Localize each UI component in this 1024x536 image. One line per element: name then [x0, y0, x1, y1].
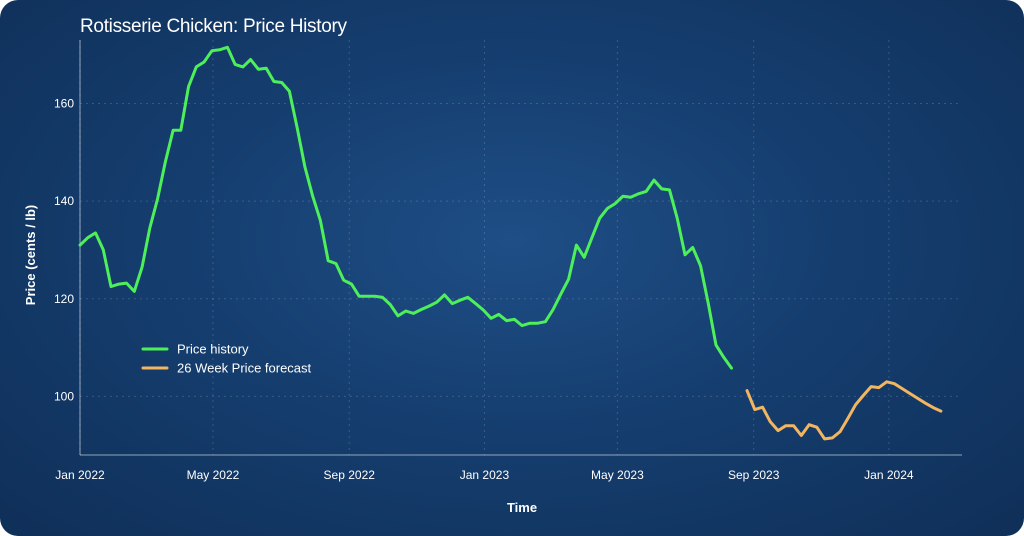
axes: 100 120 140 160 Jan 2022 May 2022 Sep 2022 Jan …	[54, 40, 962, 482]
x-tick-label: Jan 2024	[864, 468, 914, 482]
x-tick-label: May 2023	[591, 468, 644, 482]
x-tick-label: Sep 2022	[324, 468, 376, 482]
grid	[79, 40, 962, 455]
legend: Price history 26 Week Price forecast	[141, 342, 312, 376]
series-lines	[78, 45, 943, 441]
y-axis-label: Price (cents / lb)	[23, 205, 38, 305]
legend-label-0: Price history	[177, 342, 249, 357]
x-axis-label: Time	[507, 500, 537, 515]
x-tick-label: Jan 2023	[460, 468, 510, 482]
y-tick-label: 120	[54, 292, 74, 306]
legend-label-1: 26 Week Price forecast	[177, 361, 312, 376]
y-tick-label: 160	[54, 96, 74, 110]
x-tick-label: Sep 2023	[728, 468, 780, 482]
y-tick-label: 100	[54, 389, 74, 403]
series-line-1	[745, 380, 943, 441]
series-line-0	[78, 45, 733, 370]
chart-title: Rotisserie Chicken: Price History	[80, 16, 347, 37]
x-tick-label: Jan 2022	[55, 468, 105, 482]
y-tick-label: 140	[54, 194, 74, 208]
x-tick-label: May 2022	[187, 468, 240, 482]
